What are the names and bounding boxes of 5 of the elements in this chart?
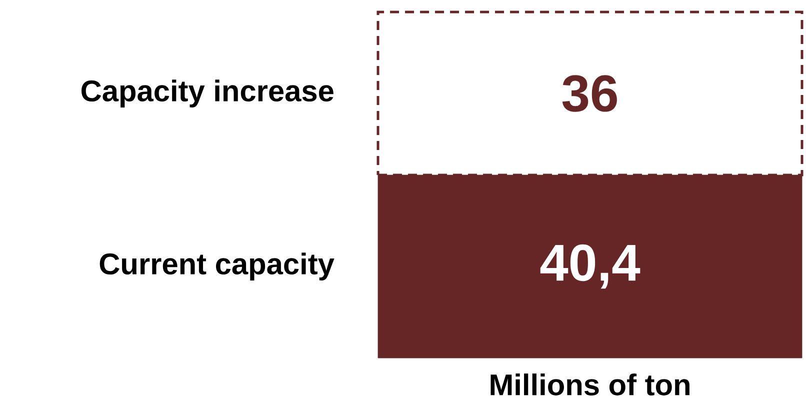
series-label: Capacity increase: [82, 80, 334, 108]
data-label: 40,4: [540, 244, 640, 289]
series-label: Current capacity: [100, 252, 334, 280]
x-axis-title: Millions of ton: [490, 374, 690, 396]
data-label: 36: [562, 75, 617, 112]
